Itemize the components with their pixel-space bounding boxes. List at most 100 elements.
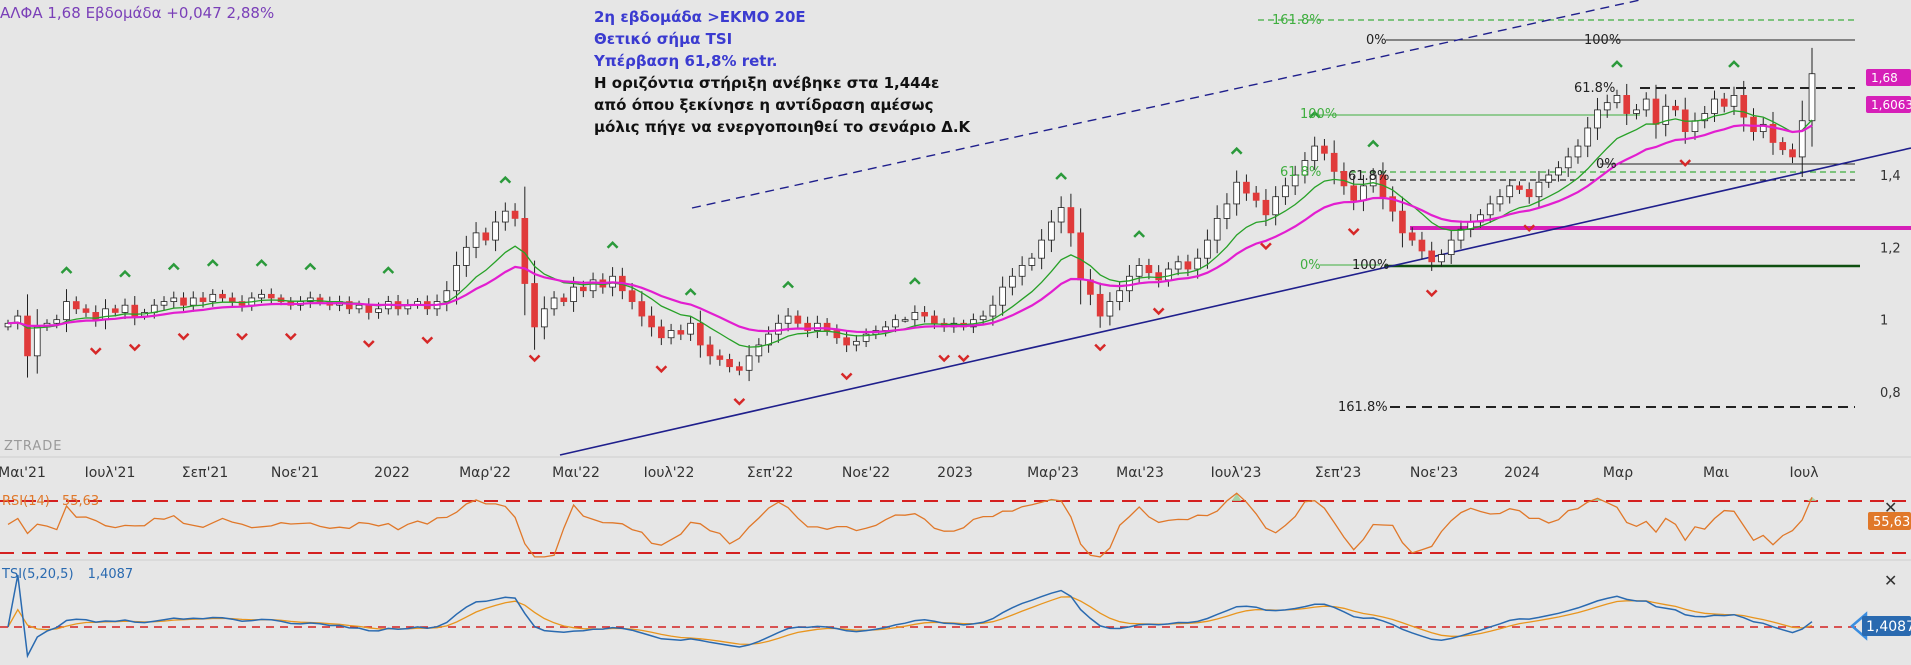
candle (1233, 181, 1240, 205)
candle (1584, 127, 1592, 147)
candle (160, 301, 168, 306)
candle (1018, 265, 1026, 277)
candle (492, 221, 499, 241)
close-icon[interactable]: ✕ (1884, 571, 1897, 590)
candle (1135, 265, 1143, 277)
fib-label: 100% (1584, 33, 1621, 48)
fib-label: 61.8% (1280, 165, 1321, 180)
fib-label: 61.8% (1348, 169, 1389, 184)
candle (1106, 301, 1114, 317)
annotation-line: Η οριζόντια στήριξη ανέβηκε στα 1,444ε (594, 74, 940, 92)
arrow-up-icon (782, 280, 794, 289)
candle (1574, 145, 1582, 158)
close-icon[interactable]: ✕ (1884, 498, 1897, 517)
annotation-line: Θετικό σήμα TSI (594, 30, 733, 48)
candle (228, 297, 236, 302)
candle (1603, 102, 1611, 111)
arrow-up-icon (1367, 139, 1380, 148)
price-tag (1866, 96, 1911, 113)
x-tick-label: Μαι'23 (1116, 465, 1164, 481)
candle (267, 293, 275, 299)
candle (1067, 207, 1075, 234)
annotation-line: από όπου ξεκίνησε η αντίδραση αμέσως (594, 96, 934, 114)
candle (745, 355, 753, 371)
candle (892, 319, 899, 328)
candle (365, 304, 373, 313)
candle (1789, 149, 1796, 158)
candle (1750, 116, 1757, 132)
candle (1077, 232, 1084, 281)
rsi-value: 55,63 (1873, 515, 1910, 530)
candle (989, 304, 997, 317)
candle (1486, 203, 1494, 216)
annotation-line: μόλις πήγε να ενεργοποιηθεί το σενάριο Δ… (594, 118, 971, 136)
candle (1028, 257, 1036, 266)
candle (570, 286, 577, 302)
candle (589, 279, 597, 292)
candle (24, 315, 31, 357)
price-panel: 161.8% 100% 61.8% 0% 0% 100% 61.8% 0% 100% 61.8% 1… (0, 0, 1911, 481)
candle (1564, 156, 1572, 169)
candle (911, 312, 919, 321)
trendlines (559, 0, 1911, 456)
candle (823, 322, 831, 331)
tsi-value: 1,4087 (1866, 619, 1911, 635)
candle (1594, 109, 1601, 129)
fib-label: 0% (1596, 157, 1617, 172)
x-tick-label: Μαρ'23 (1027, 465, 1079, 481)
candle (1711, 98, 1718, 114)
ema-slow-line (7, 124, 1813, 334)
candle (1048, 221, 1055, 241)
fib-label: 100% (1300, 107, 1337, 122)
candle (1340, 170, 1348, 187)
candle (472, 232, 480, 248)
candle (1311, 145, 1319, 161)
arrow-down-icon (733, 397, 746, 406)
x-tick-label: 2024 (1504, 465, 1540, 481)
candle (209, 293, 217, 302)
x-tick-label: Ιουλ'22 (644, 465, 695, 481)
annotation-line: Υπέρβαση 61,8% retr. (594, 52, 778, 70)
candle (1808, 73, 1816, 122)
candle (462, 246, 470, 266)
candle (1213, 217, 1221, 241)
candle (706, 344, 714, 357)
candle (219, 293, 226, 299)
arrow-up-icon (167, 262, 180, 271)
y-tick-label: 1 (1880, 314, 1888, 329)
candle (316, 297, 324, 302)
tsi-line (7, 574, 1813, 659)
candle (853, 340, 860, 346)
candle (1262, 199, 1270, 216)
watermark: ZTRADE (4, 439, 62, 454)
candle (1204, 239, 1211, 259)
candle (511, 210, 519, 219)
candle (1555, 167, 1562, 176)
candle (375, 308, 382, 313)
candle (1740, 95, 1748, 118)
fib-label: 161.8% (1338, 400, 1388, 415)
candle (921, 312, 928, 317)
annotation-line: 2η εβδομάδα >ΕΚΜΟ 20Ε (594, 8, 806, 26)
candle (531, 283, 538, 328)
symbol-price: 1,68 (47, 4, 81, 22)
arrow-down-icon (1679, 159, 1692, 167)
arrow-up-icon (1055, 172, 1068, 180)
candle (580, 286, 587, 292)
candle (1184, 261, 1192, 270)
candle (1545, 174, 1553, 183)
x-tick-label: Ιουλ'23 (1211, 465, 1262, 481)
candle (453, 265, 460, 292)
candle (638, 301, 646, 317)
price-tag (1866, 69, 1911, 86)
candle (443, 290, 451, 302)
arrow-down-icon (1152, 307, 1165, 316)
candle (1642, 98, 1650, 111)
candle (755, 344, 763, 357)
candle (63, 301, 70, 321)
candle (1623, 95, 1631, 114)
candle (1301, 160, 1309, 176)
candle (121, 304, 129, 313)
candle (1096, 293, 1104, 317)
